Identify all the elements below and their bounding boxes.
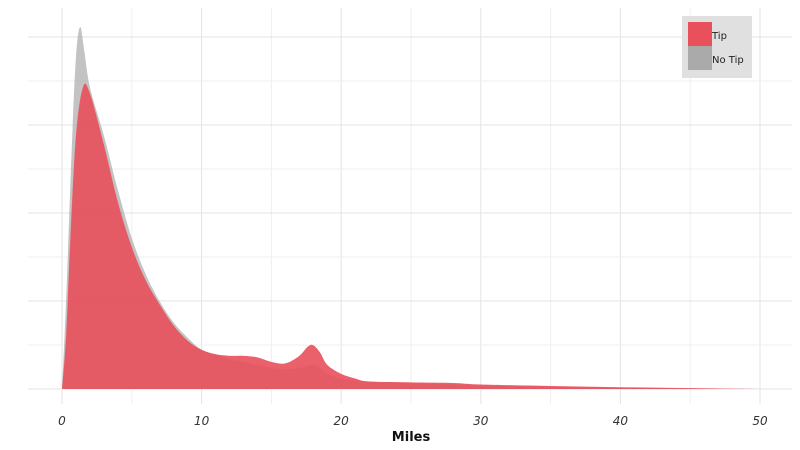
x-axis-title: Miles	[392, 430, 431, 445]
x-tick-label: 50	[752, 414, 768, 428]
legend-swatch-no-tip	[688, 46, 712, 70]
legend: Tip No Tip	[682, 16, 752, 78]
x-tick-label: 30	[473, 414, 489, 428]
x-tick-label: 10	[194, 414, 210, 428]
legend-swatch-tip	[688, 22, 712, 46]
legend-label-tip: Tip	[711, 31, 727, 42]
area-tip	[62, 83, 760, 390]
x-tick-label: 40	[613, 414, 629, 428]
x-tick-label: 0	[58, 414, 66, 428]
grid-lines	[28, 8, 792, 404]
legend-label-no-tip: No Tip	[712, 55, 744, 66]
x-axis-ticks: 0 10 20 30 40 50	[58, 414, 768, 428]
x-tick-label: 20	[334, 414, 350, 428]
density-areas	[62, 26, 760, 390]
